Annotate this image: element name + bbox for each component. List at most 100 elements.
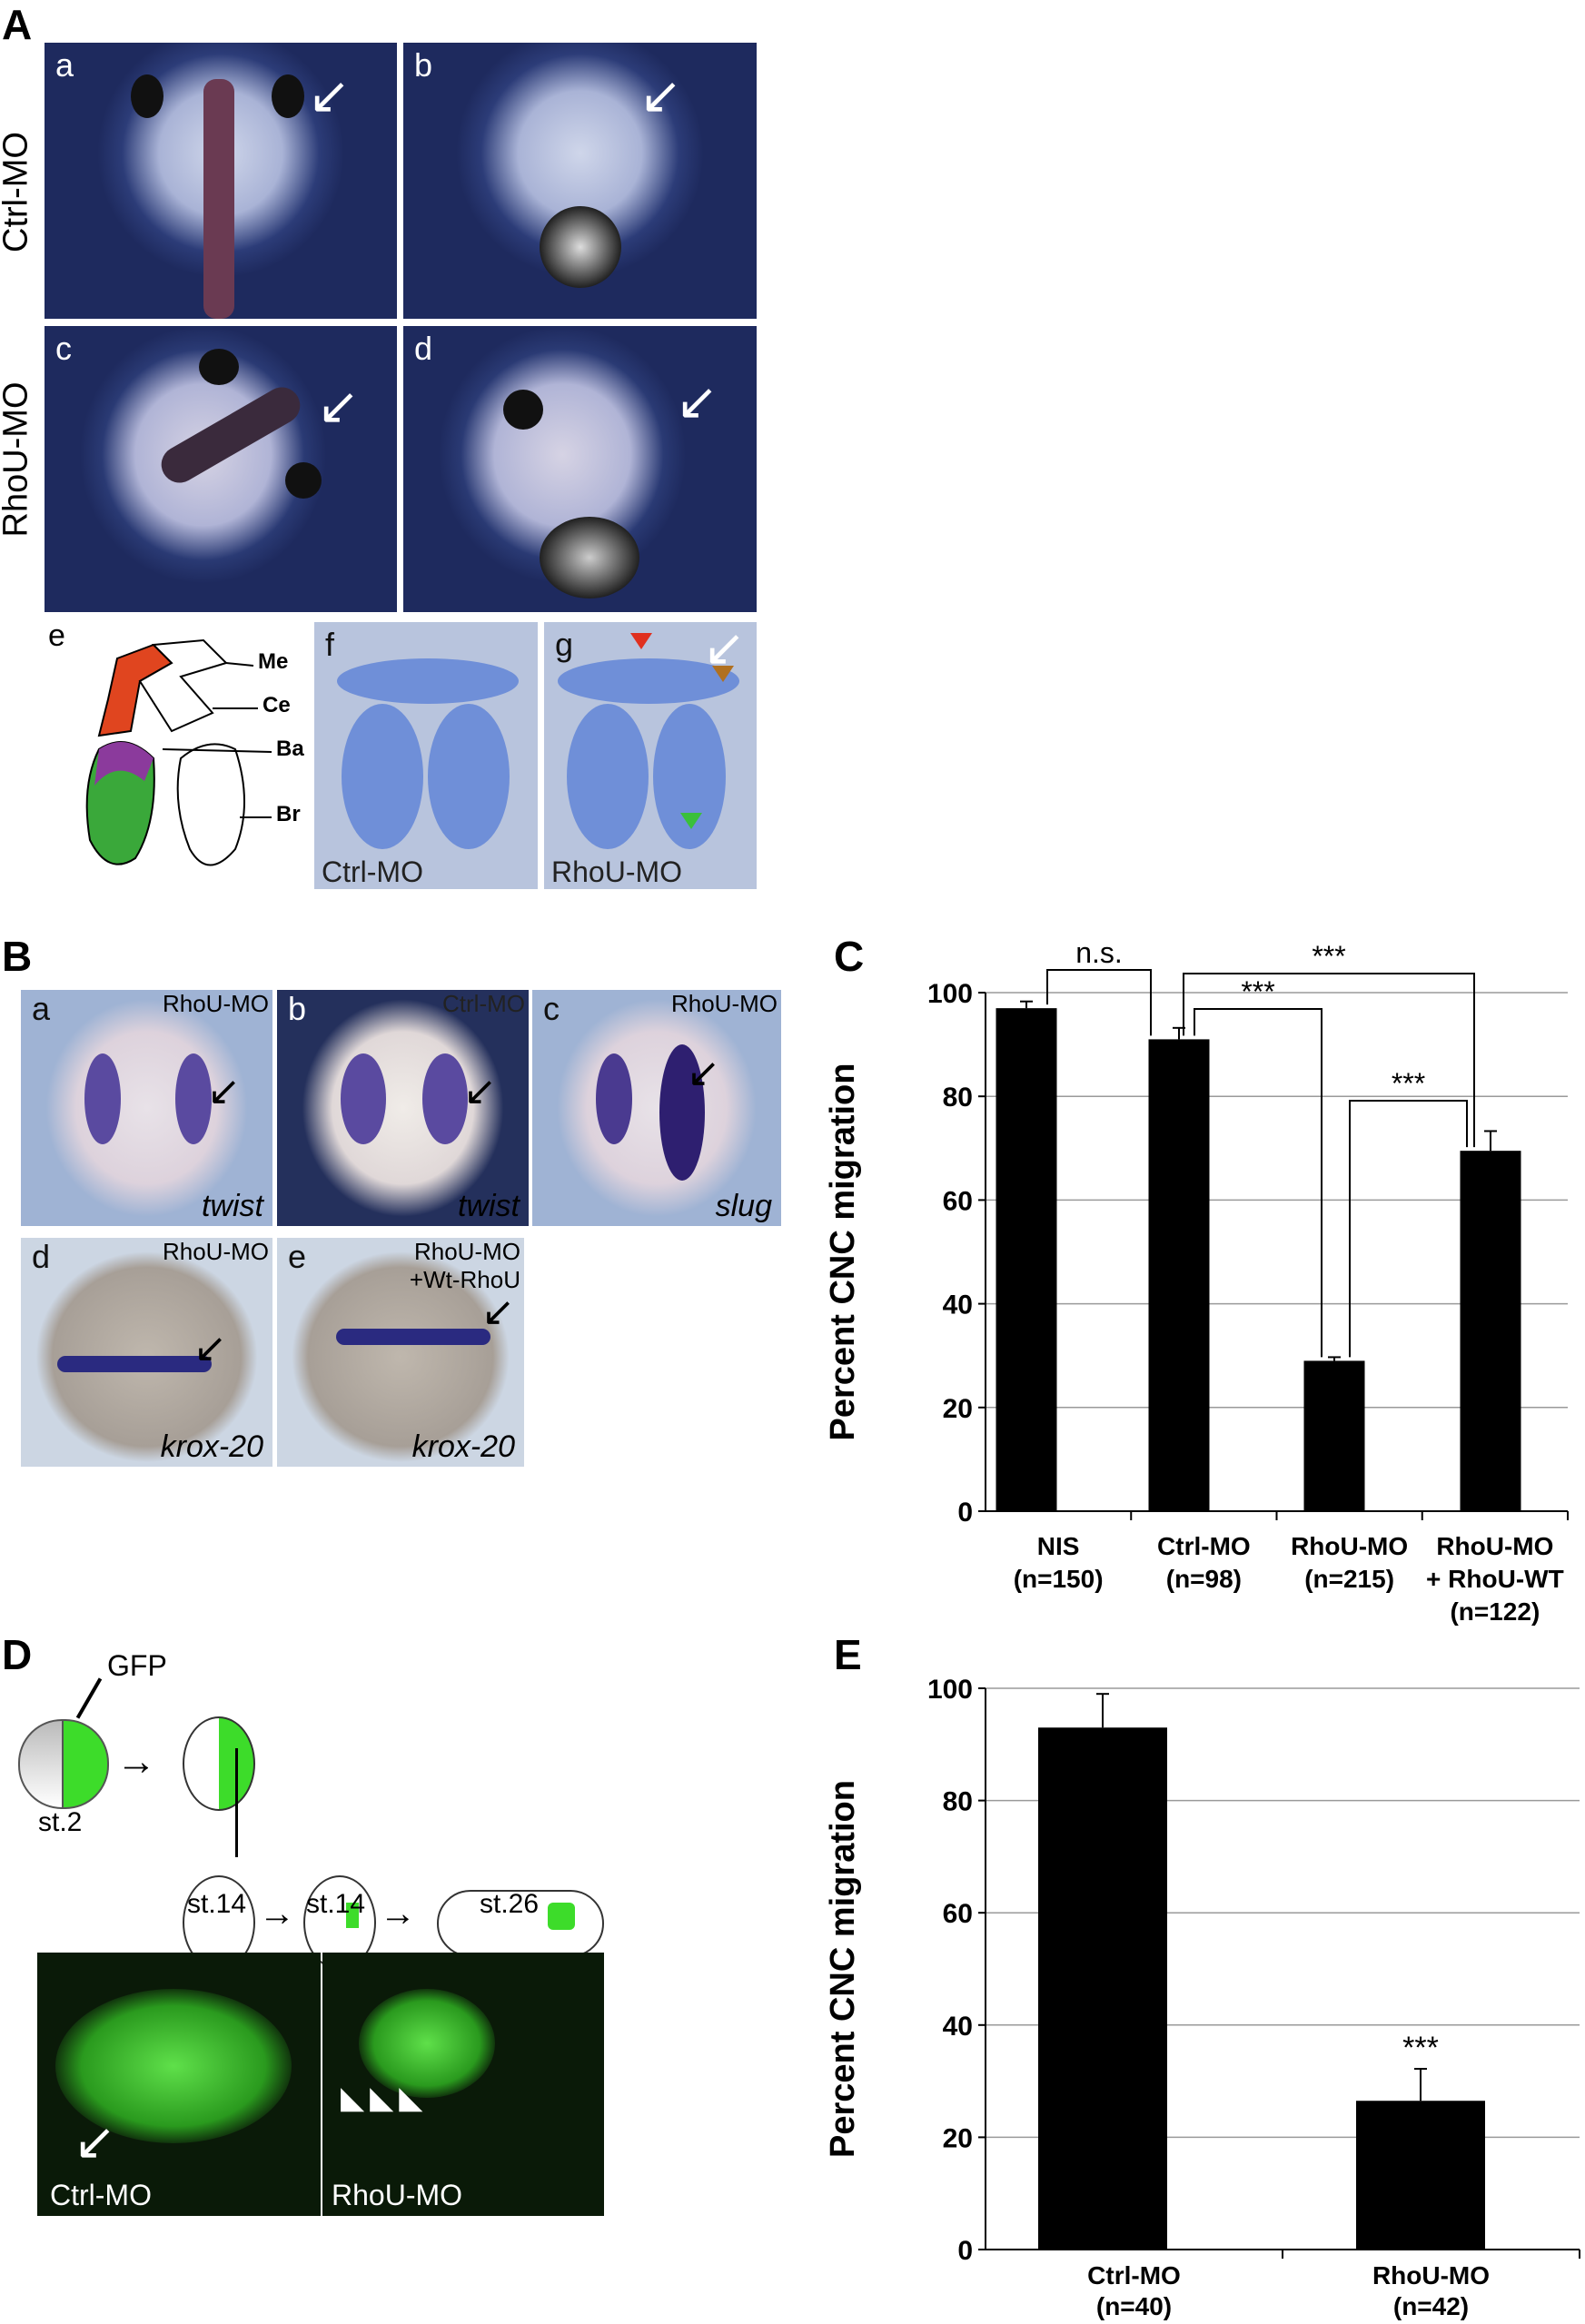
photo-d-rhou-ventral: d ↙ bbox=[403, 326, 757, 612]
condition-label: Ctrl-MO bbox=[442, 990, 525, 1017]
x-category-label: NIS bbox=[1037, 1532, 1080, 1560]
significance-bracket bbox=[1046, 969, 1152, 1036]
gene-label: slug bbox=[715, 1189, 772, 1223]
arrow-icon: ↙ bbox=[676, 372, 718, 430]
arrow-icon: ↙ bbox=[687, 1051, 720, 1095]
subpanel-letter: c bbox=[55, 330, 72, 367]
diagram-label-br: Br bbox=[276, 802, 301, 826]
arrow-icon: ↙ bbox=[639, 66, 682, 124]
x-category-label: Ctrl-MO bbox=[1087, 2261, 1181, 2289]
subpanel-letter: e bbox=[48, 618, 65, 653]
photo-d-rhou-gfp: ◣◣◣ RhoU-MO bbox=[322, 1953, 604, 2216]
cartilage bbox=[342, 704, 423, 849]
bar-rhou-mo bbox=[1303, 1360, 1365, 1511]
photo-b-b-twist-ctrl: b Ctrl-MO ↙ twist bbox=[277, 990, 529, 1226]
arrow-right-icon: → bbox=[259, 1894, 295, 1933]
red-arrowhead-icon bbox=[630, 633, 652, 649]
y-tick-label: 100 bbox=[927, 1675, 973, 1705]
cartilage-schematic bbox=[85, 638, 272, 866]
x-category-label-line2: (n=42) bbox=[1393, 2292, 1469, 2320]
condition-label: RhoU-MO bbox=[670, 990, 778, 1017]
y-tick-label: 20 bbox=[943, 1394, 973, 1424]
y-tick-label: 40 bbox=[943, 1291, 973, 1320]
significance-bracket bbox=[1194, 1008, 1322, 1358]
significance-label: n.s. bbox=[1075, 936, 1123, 969]
bar-rhou-mo bbox=[1460, 1151, 1521, 1511]
photo-d-ctrl-gfp: ↙ Ctrl-MO bbox=[37, 1953, 321, 2216]
x-category-label: Ctrl-MO bbox=[1157, 1532, 1251, 1560]
y-tick-label: 20 bbox=[943, 2123, 973, 2153]
x-category-label: RhoU-MO bbox=[1291, 1532, 1408, 1560]
photo-f-ctrl-cartilage: f Ctrl-MO bbox=[314, 622, 538, 889]
x-category-label-line2: (n=150) bbox=[1014, 1565, 1104, 1593]
gfp-signal bbox=[55, 1989, 292, 2143]
photo-a-ctrl-dorsal: a ↙ bbox=[45, 43, 397, 319]
gene-label: krox-20 bbox=[411, 1429, 515, 1464]
y-tick-label: 80 bbox=[943, 1787, 973, 1817]
y-tick-label: 0 bbox=[957, 2236, 973, 2266]
subpanel-letter: a bbox=[32, 990, 51, 1027]
subpanel-letter: f bbox=[325, 626, 335, 663]
photo-b-d-krox20-rhou: d RhoU-MO ↙ krox-20 bbox=[21, 1238, 272, 1467]
x-category-label-line3: (n=122) bbox=[1450, 1597, 1540, 1626]
photo-b-ctrl-ventral: b ↙ bbox=[403, 43, 757, 319]
photo-b-e-krox20-rescue: e RhoU-MO +Wt-RhoU ↙ krox-20 bbox=[277, 1238, 524, 1467]
y-tick-label: 40 bbox=[943, 2012, 973, 2042]
x-category-label-line2: (n=215) bbox=[1304, 1565, 1394, 1593]
photo-b-c-slug-rhou: c RhoU-MO ↙ slug bbox=[532, 990, 781, 1226]
condition-label: RhoU-MO bbox=[162, 990, 269, 1017]
arrow-right-icon: → bbox=[116, 1739, 156, 1784]
diagram-label-ce: Ce bbox=[263, 693, 291, 717]
stain bbox=[659, 1044, 705, 1181]
bar-ctrl-mo bbox=[1148, 1039, 1210, 1511]
gut bbox=[540, 517, 639, 598]
cartilage bbox=[337, 658, 519, 704]
stage-label: st.2 bbox=[38, 1807, 83, 1837]
y-tick-label: 60 bbox=[943, 1899, 973, 1929]
subpanel-letter: e bbox=[288, 1238, 307, 1275]
x-category-label-line2: + RhoU-WT bbox=[1426, 1565, 1564, 1593]
y-axis-label: Percent CNC migration bbox=[824, 1780, 862, 2158]
panel-label-d: D bbox=[2, 1631, 33, 1678]
arrow-icon: ↙ bbox=[481, 1290, 515, 1334]
y-tick-label: 60 bbox=[943, 1186, 973, 1216]
embryo-st26 bbox=[437, 1890, 604, 1957]
bar-nis bbox=[996, 1008, 1057, 1511]
eye bbox=[503, 390, 543, 430]
gfp-graft bbox=[346, 1903, 359, 1928]
gut bbox=[540, 206, 621, 288]
pigmented-trunk bbox=[203, 79, 234, 319]
photo-g-rhou-cartilage: g ↙ RhoU-MO bbox=[544, 622, 757, 889]
photo-c-rhou-dorsal: c ↙ bbox=[45, 326, 397, 612]
caption-ctrl-mo: Ctrl-MO bbox=[50, 2179, 152, 2211]
panel-label-e: E bbox=[834, 1631, 862, 1678]
diagram-label-me: Me bbox=[258, 649, 289, 674]
caption-rhou-mo: RhoU-MO bbox=[332, 2179, 463, 2211]
caption-rhou-mo: RhoU-MO bbox=[551, 855, 683, 888]
brown-arrowhead-icon bbox=[712, 666, 734, 682]
embryo-stage-gfp bbox=[183, 1716, 255, 1811]
gene-label: krox-20 bbox=[160, 1429, 263, 1464]
panel-label-a: A bbox=[2, 1, 33, 48]
significance-label: *** bbox=[1241, 975, 1274, 1008]
y-tick-label: 80 bbox=[943, 1083, 973, 1113]
significance-bracket bbox=[1183, 973, 1475, 1148]
arrow-icon: ↙ bbox=[193, 1326, 227, 1370]
stain-stripe bbox=[57, 1356, 212, 1372]
y-axis-label: Percent CNC migration bbox=[824, 1063, 862, 1441]
x-category-label: RhoU-MO bbox=[1372, 2261, 1490, 2289]
stain bbox=[175, 1053, 212, 1144]
x-category-label: RhoU-MO bbox=[1436, 1532, 1553, 1560]
condition-label: RhoU-MO +Wt-RhoU bbox=[410, 1238, 520, 1294]
arrow-down bbox=[235, 1748, 238, 1857]
stage-label: st.14 bbox=[187, 1889, 247, 1919]
cartilage bbox=[558, 658, 739, 704]
condition-line-1: RhoU-MO bbox=[413, 1238, 520, 1265]
x-category-label-line2: (n=40) bbox=[1096, 2292, 1172, 2320]
arrow-icon: ↙ bbox=[74, 2112, 116, 2170]
stain bbox=[84, 1053, 121, 1144]
significance-label: *** bbox=[1402, 2031, 1439, 2065]
gfp-signal bbox=[359, 1989, 495, 2098]
subpanel-letter: b bbox=[414, 46, 433, 84]
